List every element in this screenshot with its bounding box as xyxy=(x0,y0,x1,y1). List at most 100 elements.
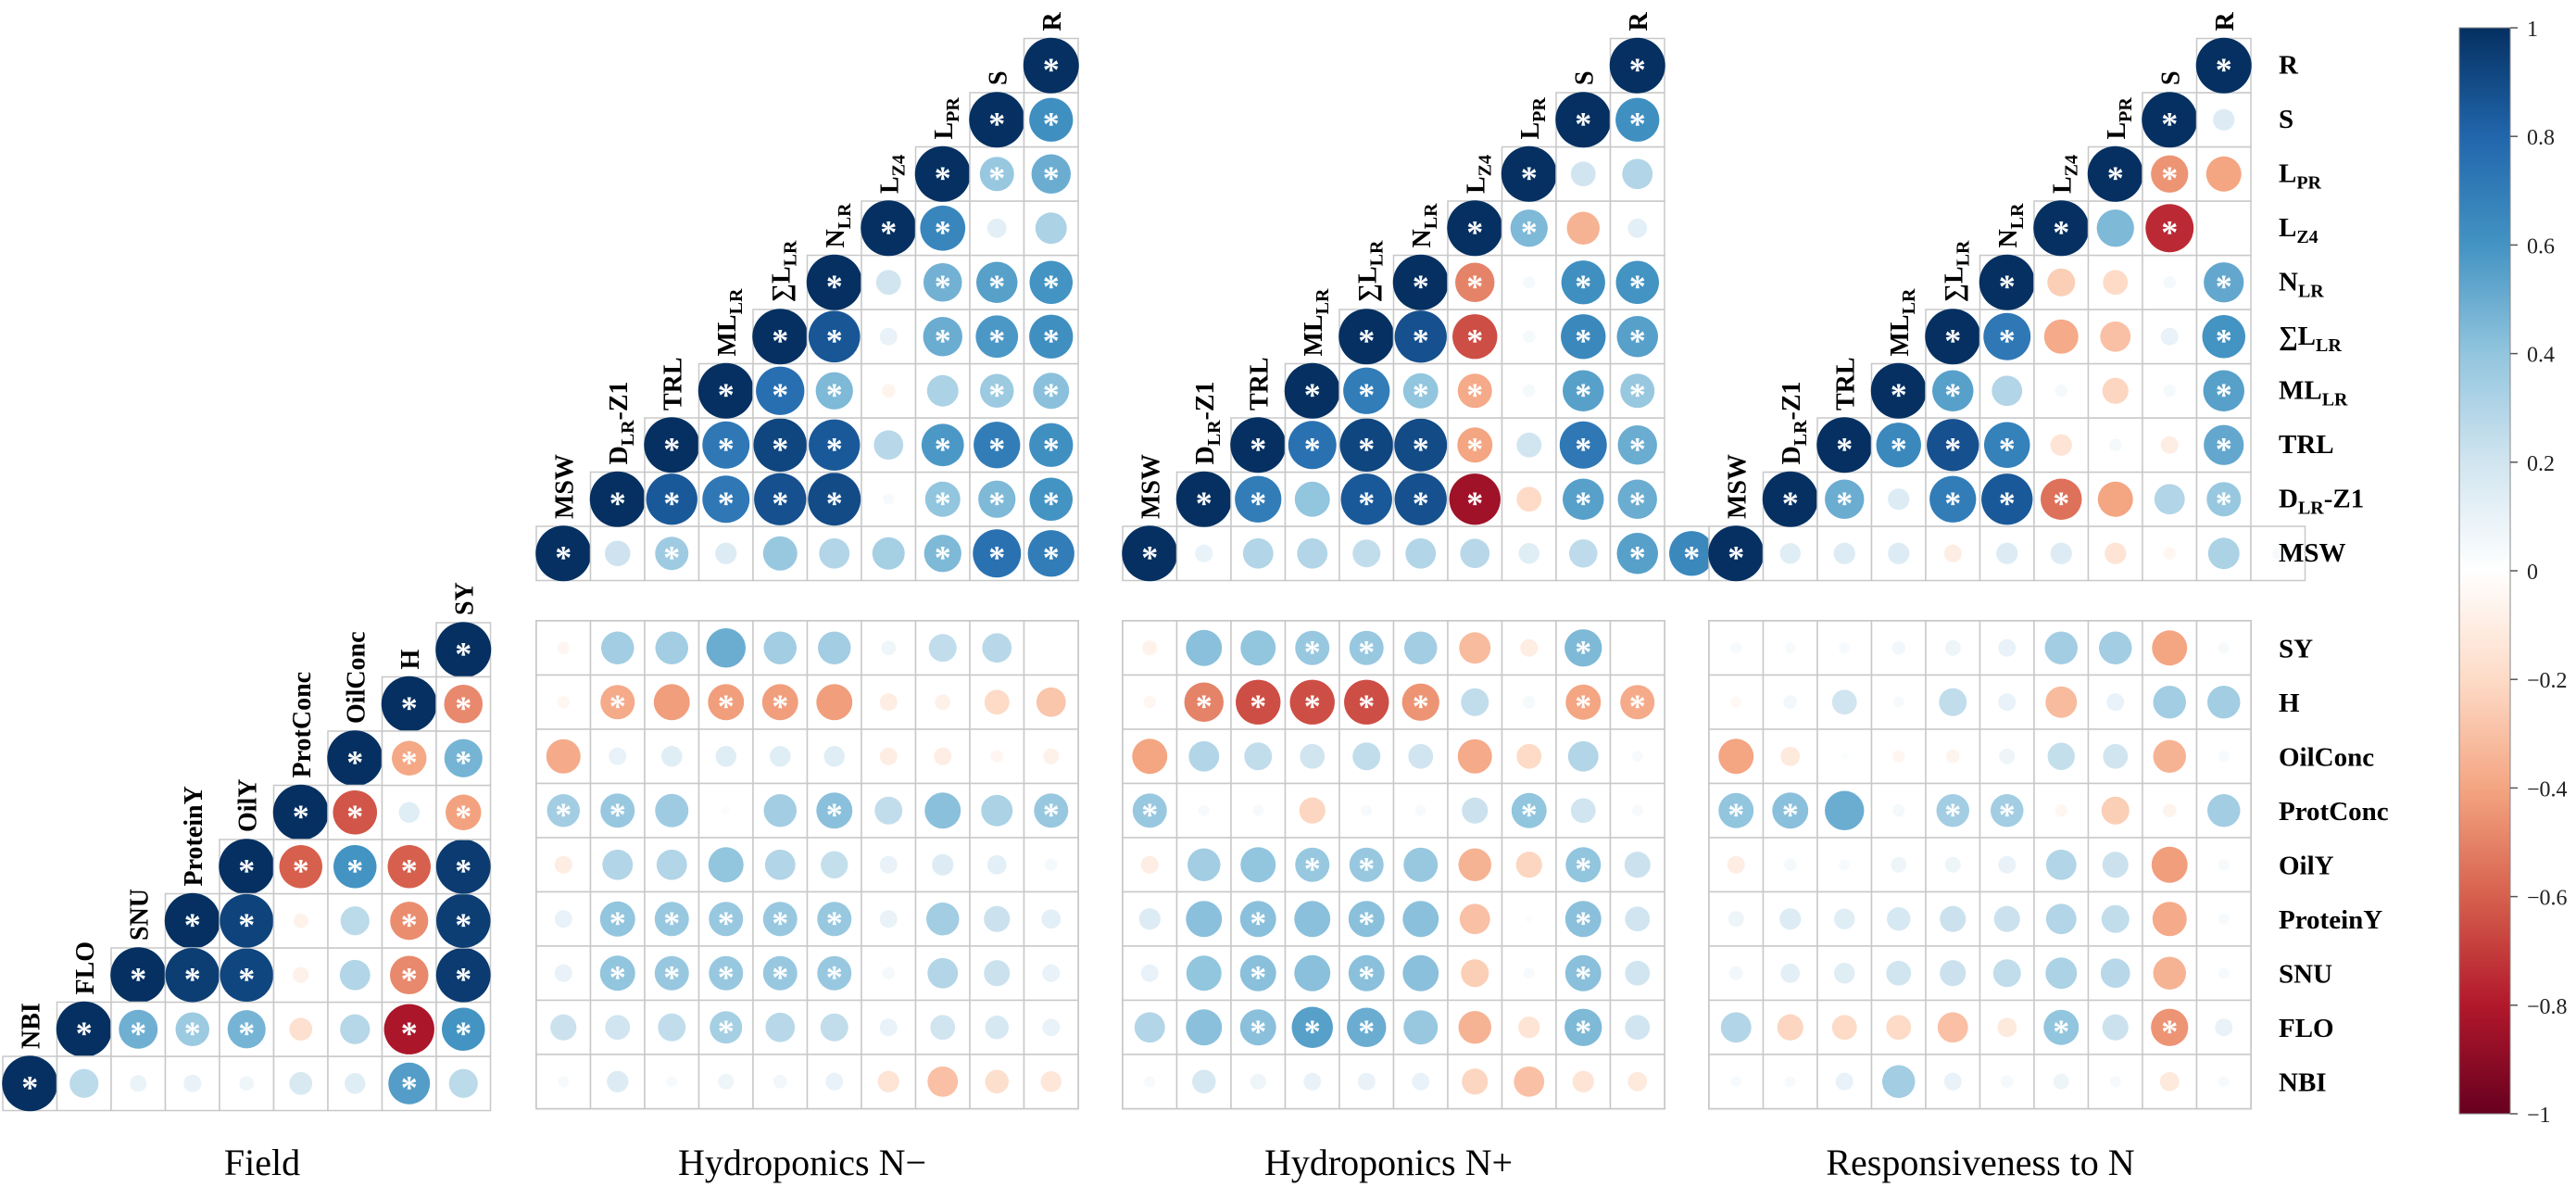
corr-circle-field-flo-h xyxy=(383,1004,434,1054)
corr-circle-hydroponics-n-protconc-trl xyxy=(1252,804,1264,816)
sig-marker-hydroponics-n-nlr-nlr: * xyxy=(826,268,843,305)
corr-circle-responsiveness-to-n-oilconc-r xyxy=(2218,751,2230,763)
corr-circle-field-flo-proteiny xyxy=(175,1012,209,1046)
corr-circle-field-nbi-snu xyxy=(130,1075,147,1092)
corr-circle-hydroponics-n-lpr-s xyxy=(979,157,1014,192)
corr-circle-hydroponics-n-flo-mllr xyxy=(710,1011,743,1044)
corr-circle-responsiveness-to-n-proteiny-nlr xyxy=(1993,905,2020,932)
sig-marker-hydroponics-n-proteiny-trl: * xyxy=(663,904,680,941)
corr-circle-hydroponics-n-oilconc-llr xyxy=(1352,742,1381,771)
corr-circle-responsiveness-to-n-snu-dlr-z1 xyxy=(1780,963,1801,983)
corr-circle-responsiveness-to-n-sy-lz4 xyxy=(2044,631,2078,664)
corr-circle-hydroponics-n-trl-llr xyxy=(753,418,808,473)
corr-circle-hydroponics-n-snu-s xyxy=(984,960,1011,987)
corr-circle-responsiveness-to-n-nlr-s xyxy=(2163,276,2176,289)
corr-circle-hydroponics-n-flo-r xyxy=(1625,1015,1651,1041)
corr-circle-field-nbi-protconc xyxy=(289,1071,313,1095)
corr-circle-responsiveness-to-n-trl-lz4 xyxy=(2050,434,2072,456)
corr-circle-responsiveness-to-n-nbi-lpr xyxy=(2109,1076,2121,1088)
corr-circle-responsiveness-to-n-nbi-llr xyxy=(1943,1072,1962,1091)
sig-marker-hydroponics-n-dlr-z1-dlr-z1: * xyxy=(1196,485,1213,522)
corr-circle-hydroponics-n-sy-dlr-z1 xyxy=(1186,629,1223,666)
corr-circle-hydroponics-n-snu-llr xyxy=(762,955,798,991)
corr-circle-field-oilconc-sy xyxy=(444,739,483,777)
corr-circle-hydroponics-n-protconc-msw xyxy=(1132,793,1167,828)
sig-marker-hydroponics-n-h-llr: * xyxy=(1358,688,1375,725)
sig-marker-hydroponics-n-lz4-lpr: * xyxy=(935,213,951,250)
corr-circle-responsiveness-to-n-sy-mllr xyxy=(1891,640,1906,655)
corr-circle-hydroponics-n-nbi-s xyxy=(1572,1070,1594,1092)
cell-responsiveness-to-n-protconc-s xyxy=(2142,782,2198,839)
corr-circle-hydroponics-n-proteiny-llr xyxy=(762,902,798,937)
corr-circle-responsiveness-to-n-proteiny-msw xyxy=(1728,911,1744,928)
corr-circle-hydroponics-n-dlr-z1-dlr-z1 xyxy=(589,471,646,527)
corr-circle-responsiveness-to-n-trl-mllr xyxy=(1876,423,1921,468)
corr-circle-responsiveness-to-n-mllr-lpr xyxy=(2102,377,2129,404)
corr-circle-hydroponics-n-mllr-llr xyxy=(1343,367,1390,414)
sig-marker-hydroponics-n-s-r: * xyxy=(1043,105,1060,142)
corr-circle-hydroponics-n-h-dlr-z1 xyxy=(600,685,635,720)
corr-circle-field-flo-sy xyxy=(442,1007,485,1051)
corr-circle-responsiveness-to-n-snu-trl xyxy=(1834,963,1855,984)
corr-circle-responsiveness-to-n-nlr-lpr xyxy=(2103,270,2129,296)
corr-circle-hydroponics-n-nbi-trl xyxy=(1250,1073,1266,1090)
corr-circle-hydroponics-n-llr-s xyxy=(1561,314,1606,360)
corr-circle-hydroponics-n-mllr-r xyxy=(1620,373,1655,409)
sig-marker-hydroponics-n-nlr-r: * xyxy=(1043,268,1060,305)
sig-marker-hydroponics-n-lz4-lz4: * xyxy=(880,213,897,250)
sig-marker-field-flo-proteiny: * xyxy=(184,1015,201,1052)
corr-circle-hydroponics-n-snu-mllr xyxy=(709,955,744,991)
colorbar-tick-label-7: −0.4 xyxy=(2527,777,2568,802)
corr-circle-responsiveness-to-n-h-dlr-z1 xyxy=(1783,695,1798,710)
sig-marker-hydroponics-n-nlr-r: * xyxy=(1629,268,1646,305)
hydroponics-n-label-mllr: MLLR xyxy=(713,288,747,356)
corr-circle-hydroponics-n-sy-lpr xyxy=(928,634,957,663)
sig-marker-hydroponics-n-nlr-s: * xyxy=(1575,268,1591,305)
corr-circle-hydroponics-n-proteiny-lz4 xyxy=(1459,903,1490,935)
corr-circle-hydroponics-n-trl-trl xyxy=(644,417,700,474)
corr-circle-field-oily-h xyxy=(387,845,431,889)
corr-circle-hydroponics-n-dlr-z1-mllr xyxy=(1294,481,1330,517)
responsiveness-to-n-label-mllr: MLLR xyxy=(1886,288,1919,356)
corr-circle-hydroponics-n-trl-nlr xyxy=(809,419,861,471)
corr-circle-hydroponics-n-oilconc-lpr xyxy=(1516,743,1542,769)
right-label-oilconc: OilConc xyxy=(2279,742,2374,772)
corr-circle-hydroponics-n-mllr-s xyxy=(1563,370,1604,411)
corr-circle-hydroponics-n-msw-nlr xyxy=(819,537,850,569)
corr-circle-hydroponics-n-s-s xyxy=(1555,92,1612,148)
corr-circle-hydroponics-n-sy-mllr xyxy=(1295,630,1330,665)
corr-circle-hydroponics-n-nlr-lz4 xyxy=(1455,262,1495,302)
corr-circle-hydroponics-n-trl-trl xyxy=(1230,417,1287,474)
corr-circle-hydroponics-n-msw-s xyxy=(973,529,1022,578)
corr-circle-hydroponics-n-llr-lpr xyxy=(1523,330,1536,343)
corr-circle-field-h-h xyxy=(381,676,437,732)
sig-marker-hydroponics-n-nlr-lpr: * xyxy=(935,268,951,305)
corr-circle-responsiveness-to-n-h-r xyxy=(2207,686,2241,719)
corr-circle-hydroponics-n-protconc-s xyxy=(981,794,1013,827)
colorbar-tick-label-4: 0.2 xyxy=(2527,452,2555,476)
corr-circle-responsiveness-to-n-dlr-z1-llr xyxy=(1929,475,1977,523)
corr-circle-hydroponics-n-nbi-nlr xyxy=(825,1072,844,1091)
hydroponics-n-label-msw: MSW xyxy=(550,454,579,519)
corr-circle-field-h-sy xyxy=(444,684,484,724)
corr-circle-field-sy-sy xyxy=(435,622,492,678)
corr-circle-hydroponics-n-oilconc-lpr xyxy=(934,747,952,765)
sig-marker-hydroponics-n-lpr-lpr: * xyxy=(935,159,951,196)
corr-circle-field-flo-flo xyxy=(56,1001,112,1057)
corr-circle-hydroponics-n-sy-nlr xyxy=(1404,631,1438,664)
corr-circle-responsiveness-to-n-oilconc-lz4 xyxy=(2047,742,2075,770)
sig-marker-hydroponics-n-mllr-s: * xyxy=(1575,376,1591,413)
corr-circle-hydroponics-n-nbi-r xyxy=(1627,1071,1648,1092)
hydroponic-panels: *MSW* * * **DLR-Z1* * * * * * **TRL* * * * * **MLLR* * *… xyxy=(535,12,2306,1110)
corr-circle-hydroponics-n-flo-lpr xyxy=(930,1015,956,1041)
corr-circle-hydroponics-n-sy-mllr xyxy=(706,628,746,668)
corr-circle-hydroponics-n-oilconc-llr xyxy=(770,746,791,767)
sig-marker-hydroponics-n-dlr-z1-llr: * xyxy=(1358,485,1375,522)
sig-marker-hydroponics-n-dlr-z1-mllr: * xyxy=(718,485,735,522)
corr-circle-hydroponics-n-nlr-s xyxy=(976,261,1018,303)
corr-circle-hydroponics-n-flo-s xyxy=(985,1016,1009,1040)
corr-circle-field-oily-sy xyxy=(435,839,491,894)
corr-circle-hydroponics-n-lz4-s xyxy=(986,218,1007,238)
corr-circle-hydroponics-n-flo-nlr xyxy=(1403,1010,1439,1045)
